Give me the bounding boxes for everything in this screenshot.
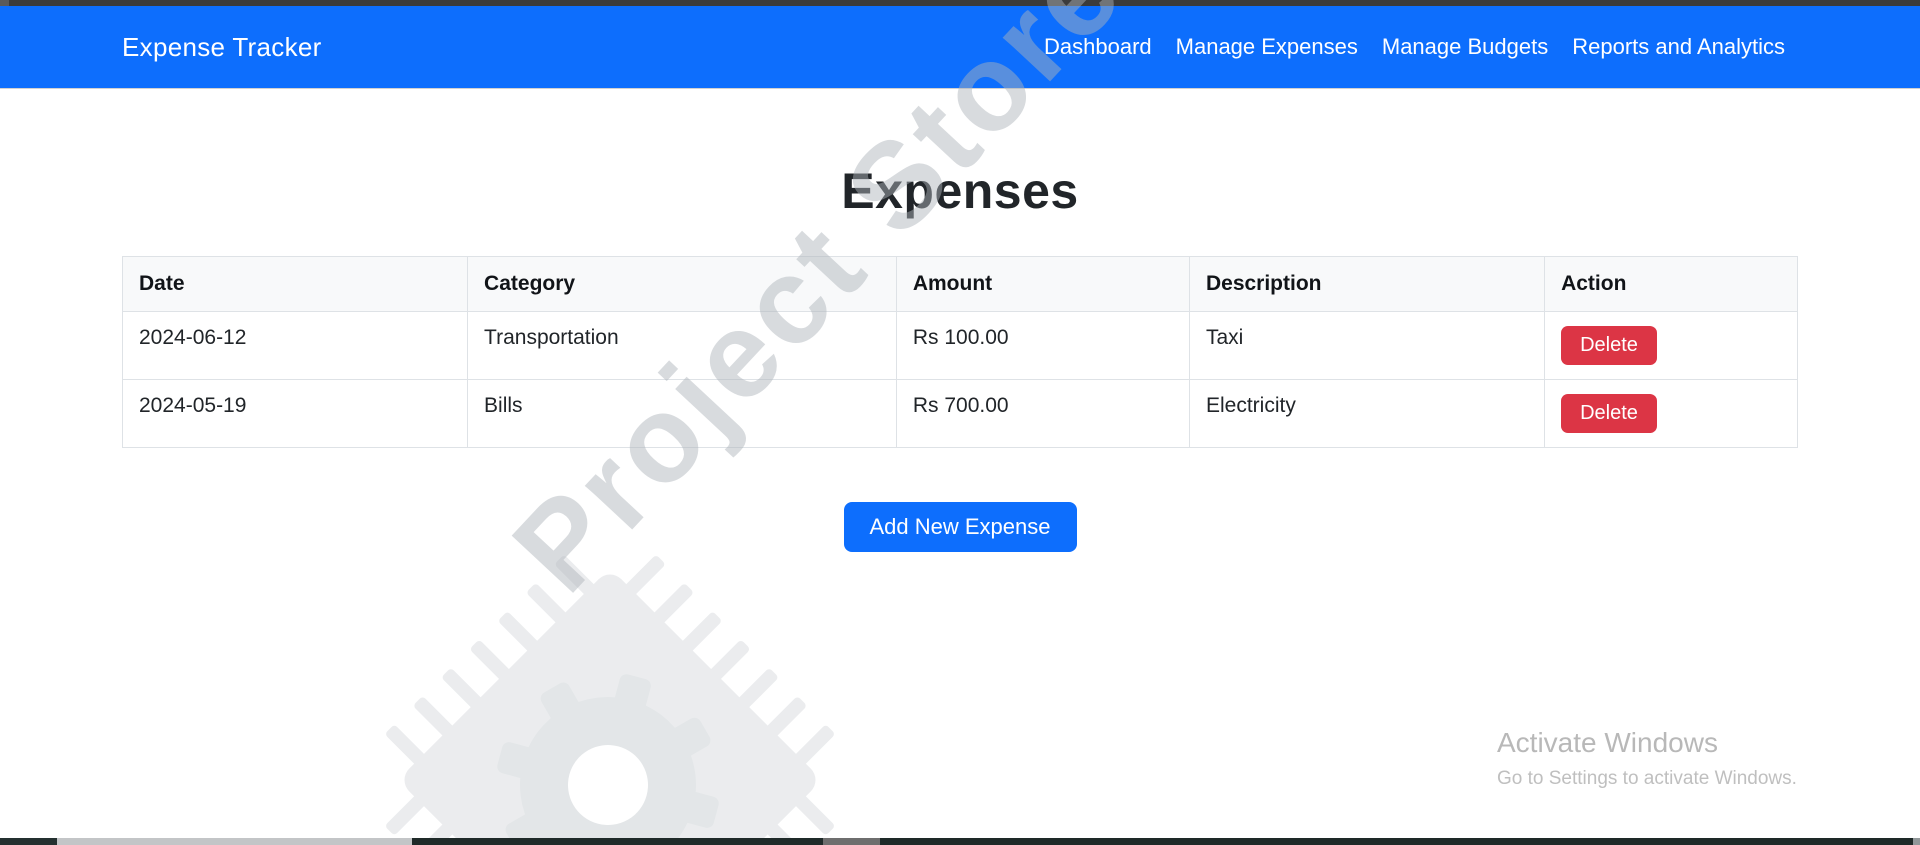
cell-description: Electricity <box>1188 379 1546 448</box>
nav-link-reports-analytics[interactable]: Reports and Analytics <box>1572 34 1785 59</box>
top-strip-bar <box>9 0 1920 6</box>
app-brand[interactable]: Expense Tracker <box>122 31 322 62</box>
column-header-description: Description <box>1188 256 1546 312</box>
table-row: 2024-06-12 Transportation Rs 100.00 Taxi… <box>121 311 1798 380</box>
chip-gear-watermark-icon <box>386 556 834 845</box>
taskbar-segment <box>880 838 1913 845</box>
cell-date: 2024-06-12 <box>121 311 469 380</box>
table-row: 2024-05-19 Bills Rs 700.00 Electricity D… <box>121 379 1798 448</box>
page-title: Expenses <box>841 163 1079 219</box>
delete-button[interactable]: Delete <box>1561 394 1657 433</box>
column-header-amount: Amount <box>895 256 1190 312</box>
top-window-strip <box>0 0 1920 6</box>
column-header-action: Action <box>1544 256 1798 312</box>
taskbar-strip <box>0 838 1920 845</box>
nav-link-manage-budgets[interactable]: Manage Budgets <box>1381 34 1549 59</box>
main-content: Expenses Date Category Amount Descriptio… <box>0 162 1920 552</box>
table-header-row: Date Category Amount Description Action <box>121 256 1798 312</box>
top-strip-notch <box>0 0 9 6</box>
taskbar-segment <box>823 838 880 845</box>
cell-category: Transportation <box>467 311 897 380</box>
cell-action: Delete <box>1544 311 1798 380</box>
nav-link-dashboard[interactable]: Dashboard <box>1044 34 1152 59</box>
nav-links: Dashboard Manage Expenses Manage Budgets… <box>1044 34 1785 60</box>
cell-description: Taxi <box>1188 311 1546 380</box>
activate-windows-title: Activate Windows <box>1497 727 1718 758</box>
cell-date: 2024-05-19 <box>121 379 469 448</box>
delete-button[interactable]: Delete <box>1561 326 1657 365</box>
taskbar-segment <box>0 838 57 845</box>
cell-amount: Rs 700.00 <box>895 379 1190 448</box>
nav-link-manage-expenses[interactable]: Manage Expenses <box>1175 34 1358 59</box>
taskbar-segment <box>412 838 823 845</box>
main-navbar: Expense Tracker Dashboard Manage Expense… <box>0 6 1920 88</box>
cell-amount: Rs 100.00 <box>895 311 1190 380</box>
column-header-category: Category <box>467 256 897 312</box>
column-header-date: Date <box>121 256 469 312</box>
add-new-expense-button[interactable]: Add New Expense <box>843 502 1077 552</box>
activate-windows-overlay: Activate Windows Go to Settings to activ… <box>1497 727 1797 790</box>
cell-category: Bills <box>467 379 897 448</box>
expenses-table: Date Category Amount Description Action … <box>121 256 1798 448</box>
expenses-table-wrapper: Date Category Amount Description Action … <box>121 256 1798 448</box>
cell-action: Delete <box>1544 379 1798 448</box>
activate-windows-subtitle: Go to Settings to activate Windows. <box>1497 768 1797 789</box>
taskbar-segment <box>1913 838 1920 845</box>
taskbar-segment <box>57 838 412 845</box>
